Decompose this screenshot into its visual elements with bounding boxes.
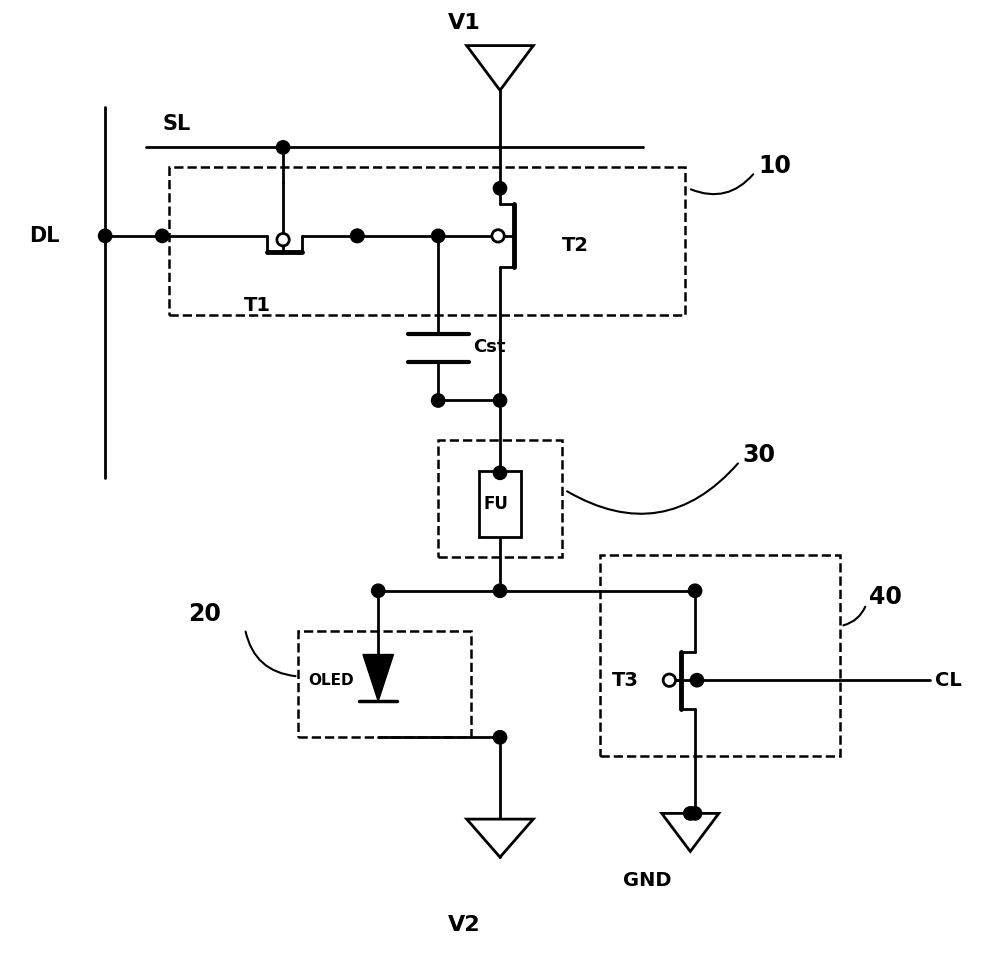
Circle shape bbox=[492, 230, 504, 242]
Circle shape bbox=[431, 394, 445, 407]
Text: FU: FU bbox=[484, 495, 509, 513]
Circle shape bbox=[493, 730, 507, 744]
Text: 20: 20 bbox=[188, 602, 221, 626]
Circle shape bbox=[493, 182, 507, 195]
Circle shape bbox=[493, 466, 507, 479]
Text: 30: 30 bbox=[743, 443, 776, 467]
Polygon shape bbox=[467, 819, 533, 857]
Circle shape bbox=[276, 141, 290, 154]
Circle shape bbox=[98, 230, 112, 242]
Text: DL: DL bbox=[29, 226, 60, 246]
Text: T1: T1 bbox=[244, 296, 271, 315]
Polygon shape bbox=[662, 813, 719, 852]
Text: 40: 40 bbox=[869, 586, 902, 610]
Text: GND: GND bbox=[623, 871, 672, 889]
Circle shape bbox=[351, 230, 364, 242]
Text: CL: CL bbox=[935, 671, 962, 690]
Circle shape bbox=[156, 230, 169, 242]
FancyBboxPatch shape bbox=[479, 471, 521, 538]
Circle shape bbox=[688, 807, 702, 820]
Circle shape bbox=[493, 394, 507, 407]
Circle shape bbox=[277, 234, 289, 246]
Text: OLED: OLED bbox=[308, 673, 353, 688]
Circle shape bbox=[351, 230, 364, 242]
Circle shape bbox=[684, 807, 697, 820]
Circle shape bbox=[372, 584, 385, 597]
Circle shape bbox=[688, 584, 702, 597]
Text: V2: V2 bbox=[448, 915, 480, 935]
Circle shape bbox=[690, 674, 704, 687]
Circle shape bbox=[431, 230, 445, 242]
Text: 10: 10 bbox=[759, 154, 792, 178]
Text: T3: T3 bbox=[612, 671, 639, 690]
Circle shape bbox=[493, 584, 507, 597]
Text: SL: SL bbox=[162, 114, 190, 134]
Text: V1: V1 bbox=[447, 13, 480, 33]
Text: Cst: Cst bbox=[473, 338, 506, 356]
Polygon shape bbox=[467, 46, 533, 90]
Circle shape bbox=[663, 674, 676, 686]
Text: T2: T2 bbox=[562, 235, 589, 255]
Polygon shape bbox=[363, 655, 393, 701]
